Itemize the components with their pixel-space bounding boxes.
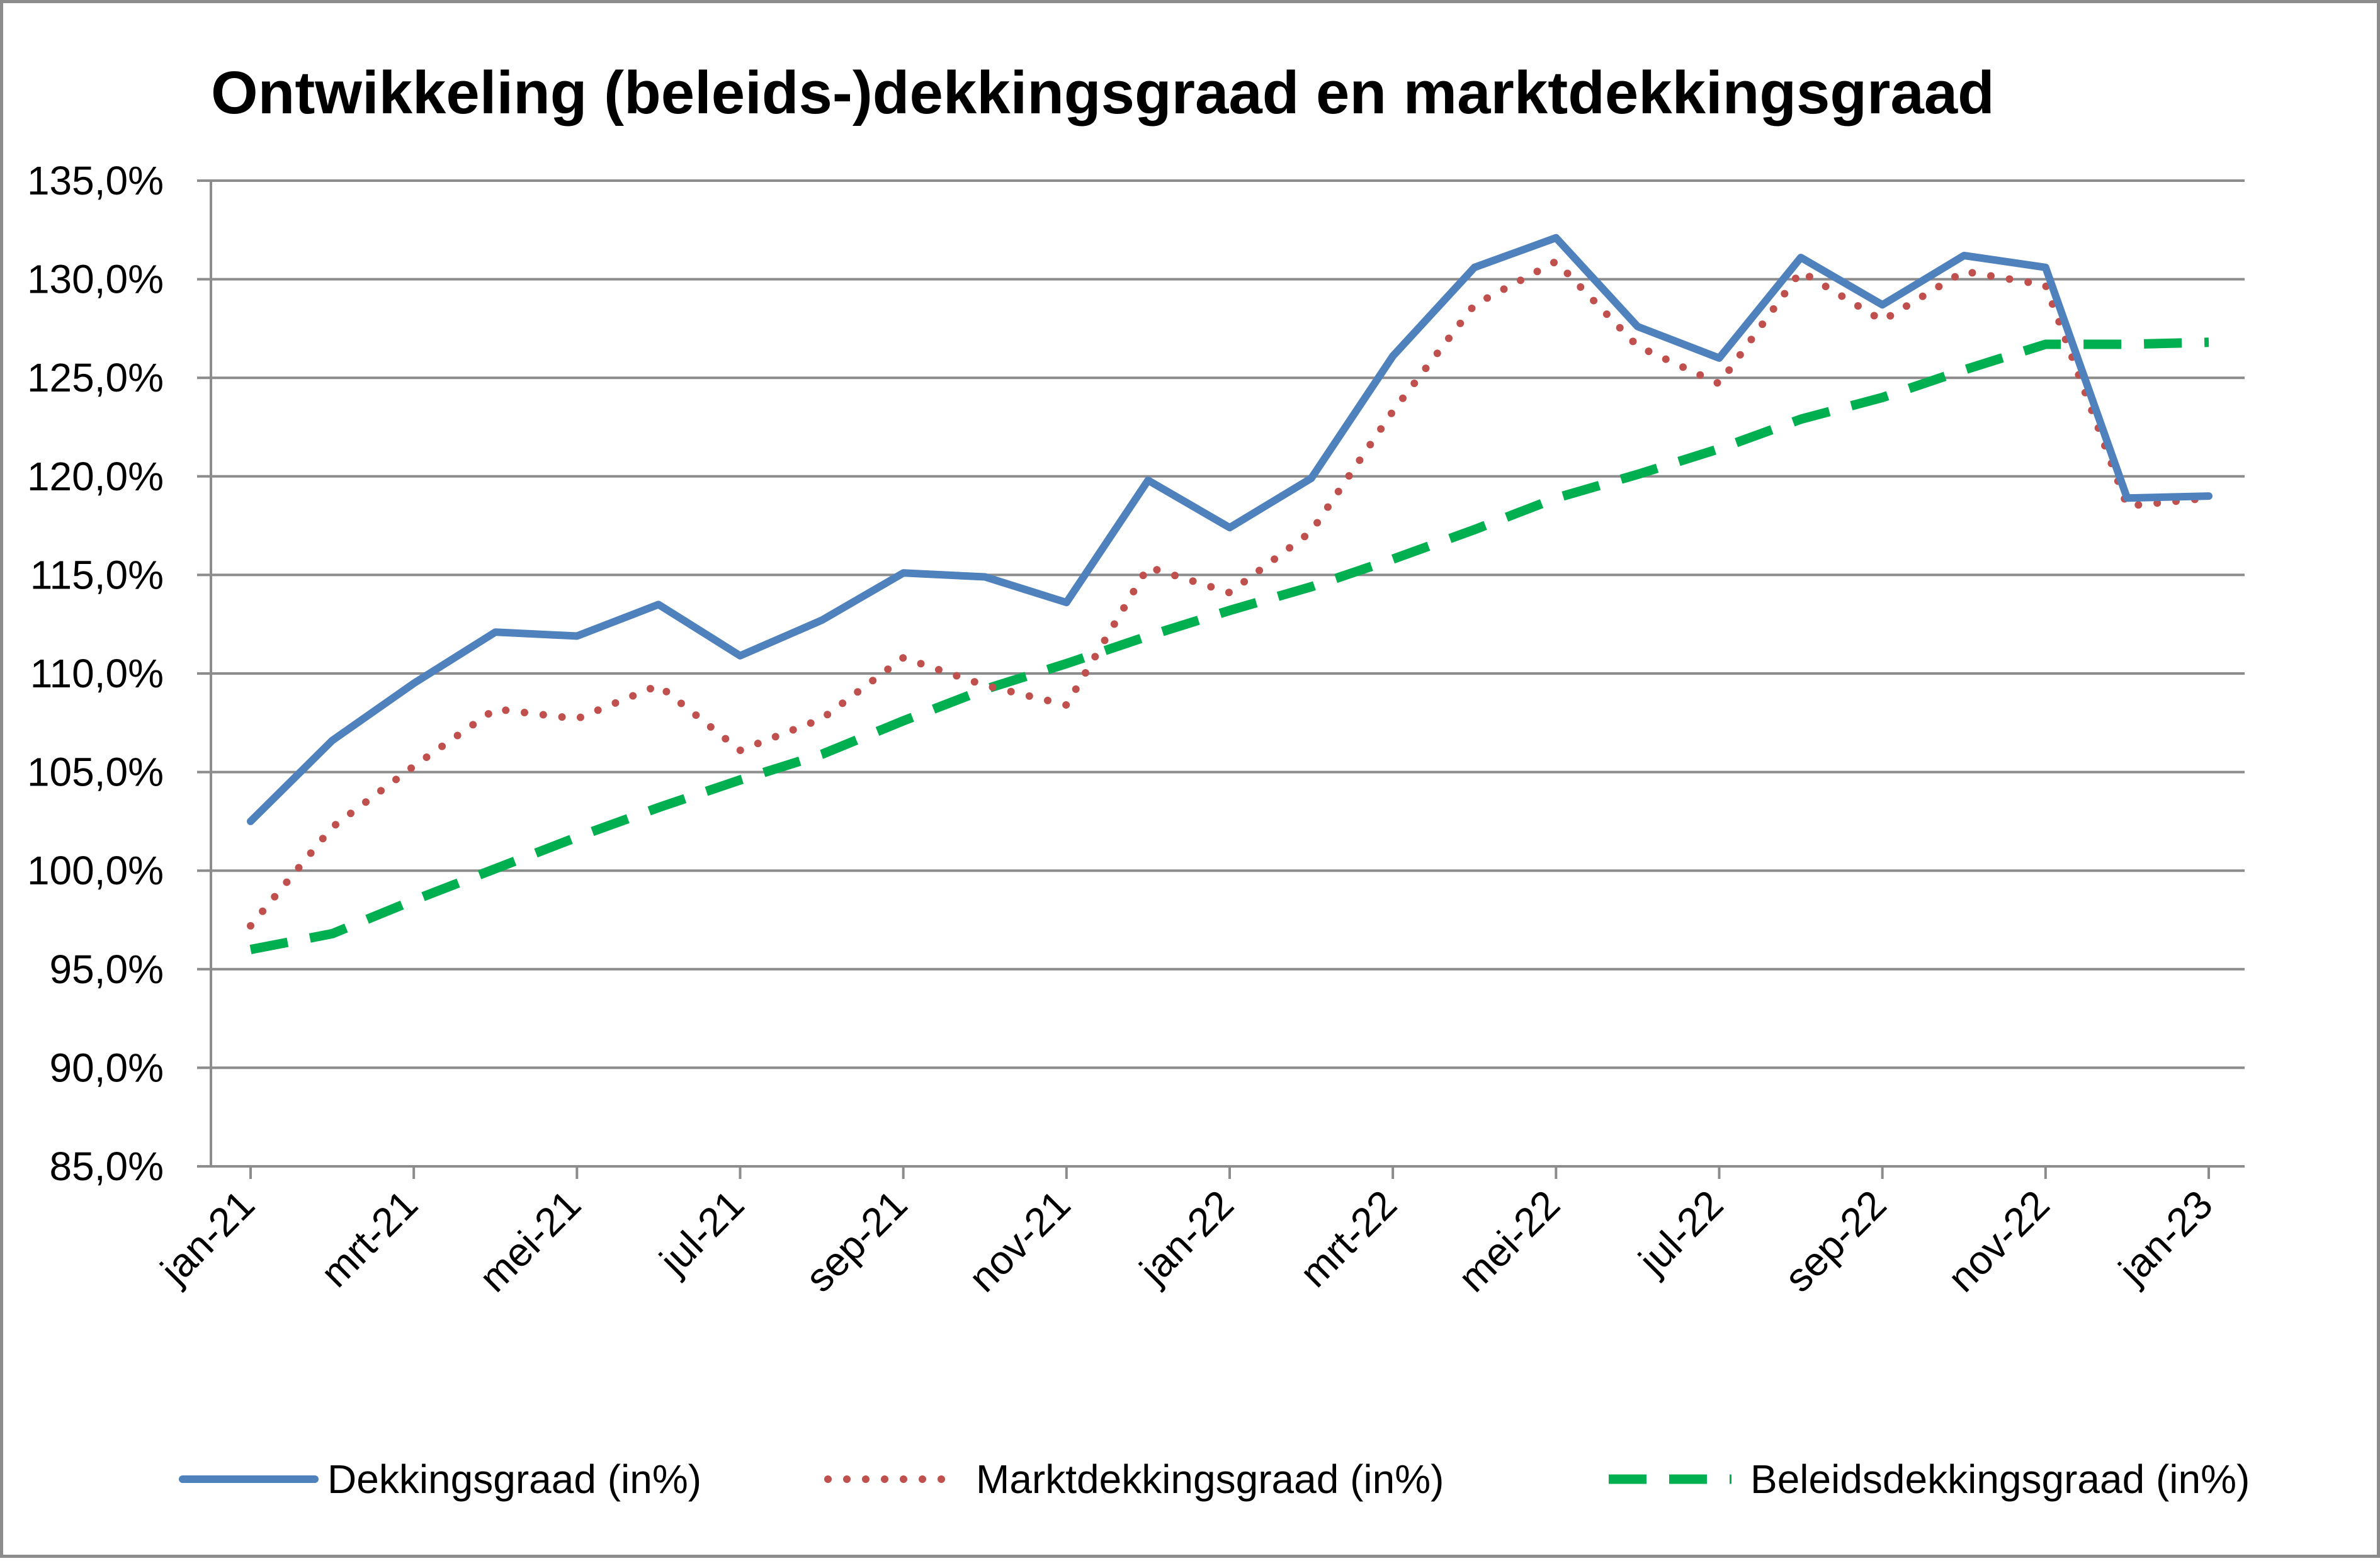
y-tick-label: 100,0% — [27, 848, 164, 893]
y-tick-label: 90,0% — [50, 1045, 164, 1090]
y-tick-label: 95,0% — [50, 947, 164, 992]
y-tick-label: 105,0% — [27, 750, 164, 795]
x-tick-label: jan-21 — [151, 1181, 263, 1293]
series-line-1 — [247, 234, 2213, 825]
chart-title: Ontwikkeling (beleids-)dekkingsgraad en … — [211, 59, 1995, 127]
series-line-2 — [247, 257, 2213, 930]
legend-label-3: Beleidsdekkingsgraad (in%) — [1750, 1457, 2250, 1502]
gridlines — [211, 179, 2245, 1069]
x-tick-label: mei-21 — [470, 1181, 589, 1300]
x-tick-label: jan-22 — [1130, 1181, 1242, 1293]
y-tick-label: 120,0% — [27, 454, 164, 499]
y-tick-label: 85,0% — [50, 1144, 164, 1189]
series-lines — [247, 234, 2213, 954]
y-tick-label: 135,0% — [27, 158, 164, 203]
axes — [197, 179, 2245, 1179]
series-line-3 — [249, 337, 2209, 954]
legend-label-1: Dekkingsgraad (in%) — [327, 1457, 701, 1502]
y-tick-label: 110,0% — [30, 651, 164, 696]
y-tick-label: 130,0% — [27, 257, 164, 302]
x-tick-label: sep-22 — [1776, 1181, 1895, 1300]
y-axis-tick-labels: 85,0% 90,0% 95,0% 100,0% 105,0% 110,0% 115,0% 1… — [27, 158, 164, 1189]
x-tick-label: sep-21 — [796, 1181, 915, 1300]
x-tick-label: mei-22 — [1449, 1181, 1568, 1300]
legend: Dekkingsgraad (in%) Marktdekkingsgraad (i… — [179, 1457, 2250, 1502]
y-tick-label: 125,0% — [27, 355, 164, 400]
x-tick-label: nov-21 — [960, 1181, 1079, 1300]
x-tick-label: nov-22 — [1939, 1181, 2058, 1300]
legend-label-2: Marktdekkingsgraad (in%) — [976, 1457, 1444, 1502]
x-tick-label: jul-21 — [650, 1181, 752, 1284]
x-axis-tick-labels: jan-21 mrt-21 mei-21 jul-21 sep-21 nov-21 jan-… — [151, 1181, 2221, 1300]
x-tick-label: jul-22 — [1629, 1181, 1731, 1284]
line-chart: Ontwikkeling (beleids-)dekkingsgraad en … — [27, 59, 2250, 1502]
x-tick-label: mrt-22 — [1291, 1181, 1405, 1296]
y-tick-label: 115,0% — [30, 552, 164, 597]
x-tick-label: jan-23 — [2109, 1181, 2221, 1293]
x-tick-label: mrt-21 — [312, 1181, 426, 1296]
